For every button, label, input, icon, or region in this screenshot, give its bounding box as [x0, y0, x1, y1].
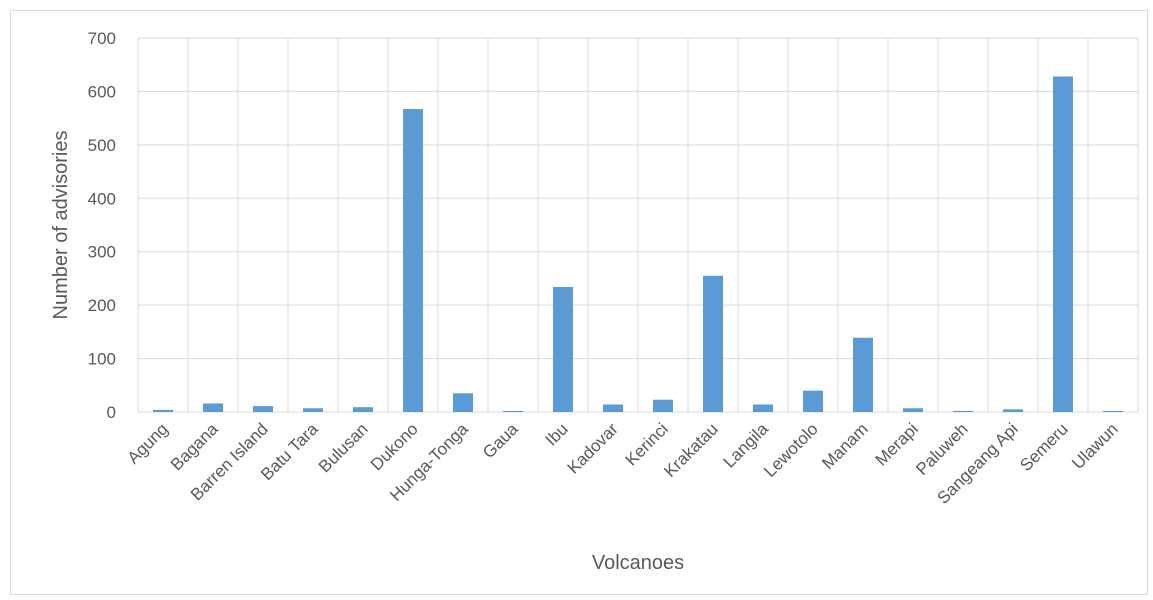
- bar-ibu: [553, 286, 573, 412]
- x-tick-label: Gaua: [479, 419, 522, 462]
- y-tick-label: 200: [88, 296, 116, 315]
- bar-hunga-tonga: [453, 393, 473, 412]
- bar-bagana: [203, 403, 223, 412]
- y-tick-label: 0: [107, 403, 116, 422]
- bar-manam: [853, 337, 873, 412]
- bar-kerinci: [653, 399, 673, 412]
- bar-batu-tara: [303, 408, 323, 412]
- y-tick-label: 400: [88, 189, 116, 208]
- bar-paluweh: [953, 410, 973, 412]
- bar-bulusan: [353, 407, 373, 412]
- y-tick-label: 300: [88, 243, 116, 262]
- x-tick-label: Krakatau: [660, 419, 722, 481]
- bar-lewotolo: [803, 390, 823, 412]
- bar-semeru: [1053, 76, 1073, 413]
- x-tick-label: Merapi: [872, 419, 922, 469]
- y-tick-label: 500: [88, 136, 116, 155]
- x-tick-label: Ulawun: [1068, 419, 1122, 473]
- y-tick-label: 600: [88, 82, 116, 101]
- bars: [153, 76, 1123, 413]
- bar-kadovar: [603, 404, 623, 412]
- bar-ulawun: [1103, 410, 1123, 412]
- bar-langila: [753, 404, 773, 412]
- bar-sangeang-api: [1003, 409, 1023, 412]
- y-tick-label: 700: [88, 29, 116, 48]
- y-tick-labels: 0 100 200 300 400 500 600 700: [88, 29, 116, 422]
- x-tick-label: Ibu: [542, 419, 572, 449]
- bar-agung: [153, 409, 173, 412]
- bar-barren-island: [253, 406, 273, 412]
- x-tick-label: Kadovar: [564, 419, 622, 477]
- x-axis-title: Volcanoes: [592, 552, 684, 574]
- y-tick-label: 100: [88, 350, 116, 369]
- chart-frame: [10, 10, 1148, 595]
- bar-gaua: [503, 410, 523, 412]
- y-axis-title: Number of advisories: [50, 131, 72, 320]
- x-tick-label: Lewotolo: [760, 419, 822, 481]
- bar-dukono: [403, 109, 423, 412]
- x-tick-label: Semeru: [1016, 419, 1072, 475]
- bar-krakatau: [703, 275, 723, 412]
- x-tick-label: Agung: [124, 419, 172, 467]
- x-tick-label: Manam: [818, 419, 872, 473]
- x-tick-label: Bulusan: [315, 419, 372, 476]
- gridlines: [137, 37, 1139, 413]
- x-tick-label: Kerinci: [622, 419, 672, 469]
- bar-merapi: [903, 408, 923, 412]
